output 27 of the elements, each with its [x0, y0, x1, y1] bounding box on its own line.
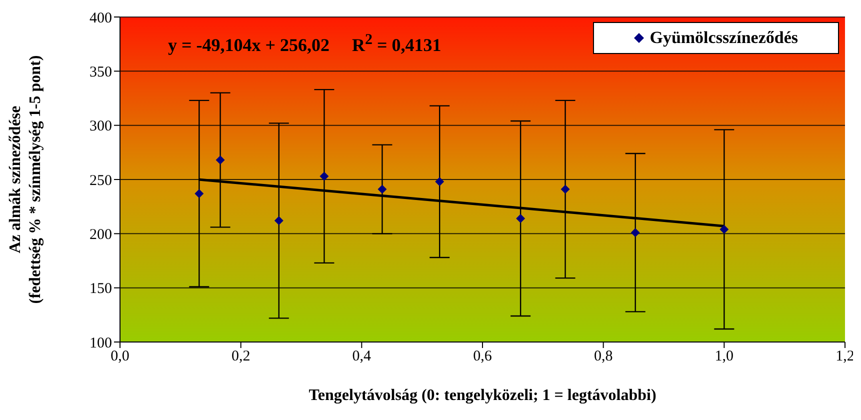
- y-tick-label: 150: [90, 281, 112, 298]
- point: [560, 184, 570, 194]
- x-tick-label: 0,8: [594, 348, 613, 365]
- y-tick-label: 100: [90, 335, 112, 352]
- point: [274, 216, 284, 226]
- y-tick-label: 300: [90, 118, 112, 135]
- y-tick-label: 350: [90, 64, 112, 80]
- x-tick-label: 1,0: [714, 348, 734, 365]
- point: [378, 184, 387, 194]
- point: [435, 177, 444, 186]
- x-tick-label: 0,2: [231, 348, 250, 365]
- y-tick-label: 200: [90, 226, 112, 243]
- annotation: y = -49,104x + 256,02 R$^{2}$ = 0,4131: [168, 32, 442, 56]
- point: [516, 214, 526, 223]
- point: [216, 156, 225, 164]
- point: [320, 172, 329, 181]
- legend-label: Gyümölcsszíneződés: [650, 28, 798, 48]
- y-tick-label: 250: [90, 172, 112, 189]
- x-tick-label: 0,6: [473, 348, 492, 365]
- x-axis-title: Tengelytávolság (0: tengelyközeli; 1 = legtávolabbi): [308, 387, 656, 404]
- y-axis-title: Az almák színeződése (fedettség % * színmélység 1-5 pont): [7, 55, 44, 304]
- point: [630, 228, 640, 238]
- point: [720, 224, 729, 234]
- x-tick-label: 0,0: [110, 348, 130, 365]
- x-tick-label: 0,4: [352, 348, 372, 365]
- y-tick-label: 400: [90, 10, 112, 26]
- point: [194, 189, 204, 198]
